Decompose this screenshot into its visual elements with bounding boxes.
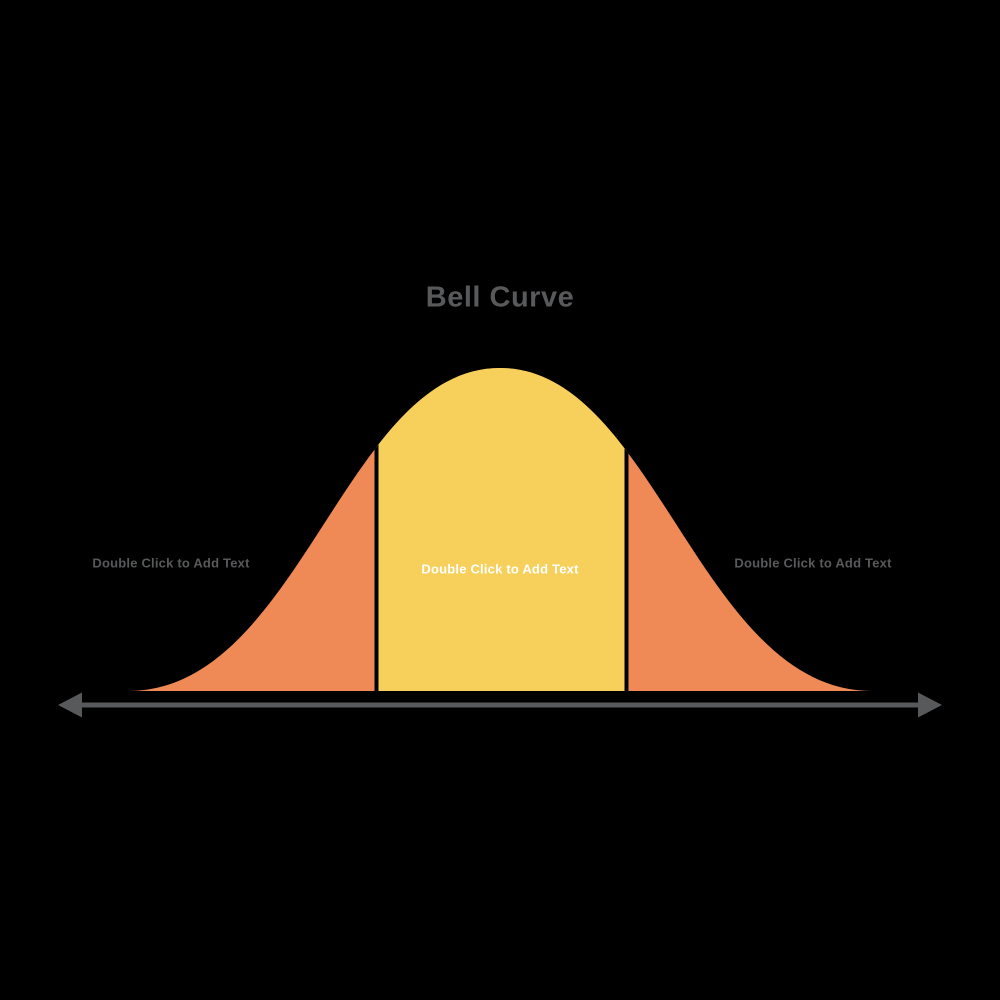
center-region-label[interactable]: Double Click to Add Text [421, 561, 579, 577]
x-axis-arrowhead-left-icon [58, 692, 82, 718]
right-region-label[interactable]: Double Click to Add Text [734, 555, 892, 571]
left-region-label[interactable]: Double Click to Add Text [92, 555, 250, 571]
diagram-title[interactable]: Bell Curve [425, 281, 575, 314]
x-axis-arrowhead-right-icon [918, 692, 942, 718]
bell-curve-center-region[interactable] [128, 368, 872, 691]
x-axis-arrow[interactable] [58, 692, 942, 718]
